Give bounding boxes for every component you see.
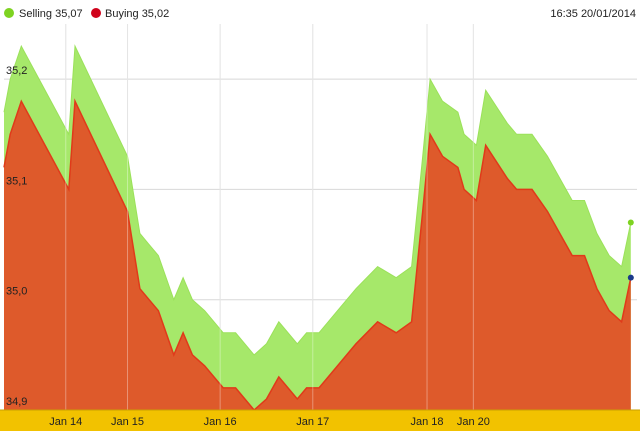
- x-axis-band-rect: [0, 410, 640, 431]
- tick-labels: 35,2 35,1 35,0 34,9 Jan 14 Jan 15 Jan 16 Jan 17…: [6, 65, 490, 428]
- legend-selling-marker: [4, 8, 14, 18]
- x-tick-label: Jan 17: [296, 416, 329, 428]
- legend-selling-label: Selling 35,07: [19, 8, 83, 20]
- x-tick-label: Jan 14: [49, 416, 82, 428]
- legend-buying-label: Buying 35,02: [105, 8, 169, 20]
- series-areas: [3, 24, 632, 412]
- buying-line: [3, 98, 632, 412]
- y-tick-label: 35,2: [6, 65, 27, 77]
- x-tick-label: Jan 18: [411, 416, 444, 428]
- y-tick-label: 35,0: [6, 286, 27, 298]
- y-tick-label: 35,1: [6, 175, 27, 187]
- timestamp: 16:35 20/01/2014: [550, 8, 636, 20]
- end-markers: [627, 219, 634, 281]
- x-tick-label: Jan 15: [111, 416, 144, 428]
- buying-end-point: [627, 274, 634, 281]
- buying-area: [4, 101, 631, 410]
- x-tick-label: Jan 20: [457, 416, 490, 428]
- x-axis-band: [0, 409, 640, 431]
- y-tick-label: 34,9: [6, 396, 27, 408]
- x-tick-label: Jan 16: [204, 416, 237, 428]
- legend: Selling 35,07 Buying 35,02 16:35 20/01/2…: [4, 8, 636, 20]
- selling-end-point: [627, 219, 634, 226]
- selling-line: [3, 44, 632, 356]
- legend-buying-marker: [91, 8, 101, 18]
